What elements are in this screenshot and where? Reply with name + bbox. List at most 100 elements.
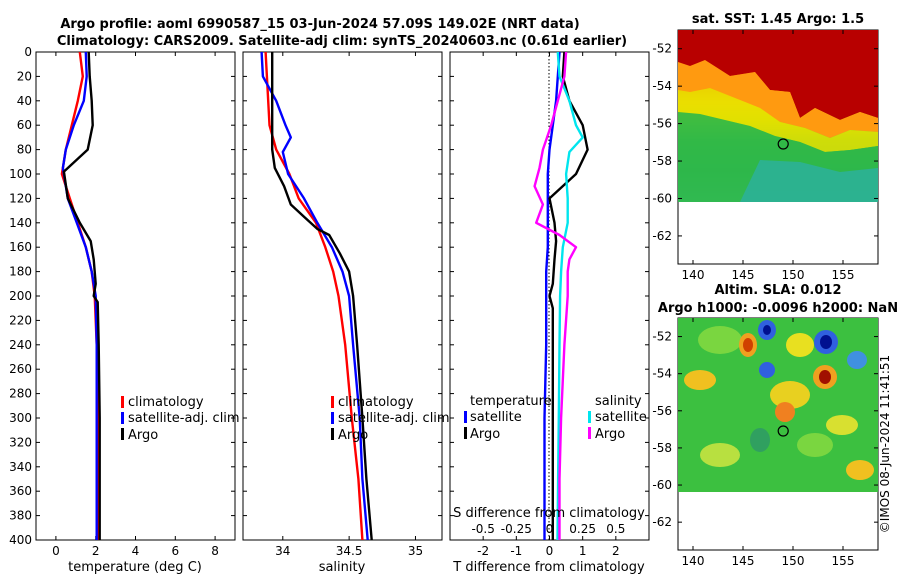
lat-tick-label: -60 [652,191,672,205]
lat-tick-label: -62 [652,229,672,243]
difference-xlabel: T difference from climatology [452,560,645,575]
difference-panel: -2 -1 0 1 2 -0.5 -0.25 0 0.25 0.5 T difference f… [449,51,650,575]
legend-label-satellite: satellite-adj. clim [338,411,450,426]
sla-anomaly [759,362,775,378]
lat-tick-label: -54 [652,79,672,93]
series-line-temperature-argo [548,52,589,540]
legend-label-climatology: climatology [338,395,414,410]
sst-argo-position-marker [777,138,789,150]
temperature-lines [60,52,101,540]
x-tick-label: 0 [546,544,554,558]
x-tick-label: 8 [211,544,219,558]
sst-map-title: sat. SST: 1.45 Argo: 1.5 [692,12,864,27]
series-line-satellite-adj-clim [260,52,369,540]
legend-swatch-satellite [121,412,124,424]
lat-tick-label: -52 [652,330,672,344]
depth-tick-label: 180 [9,265,32,279]
sla-map-subtitle: Argo h1000: -0.0096 h2000: NaN [658,301,898,316]
sla-map-title: Altim. SLA: 0.012 [715,283,842,298]
depth-tick-label: 160 [9,240,32,254]
x-tick-label: 4 [132,544,140,558]
sla-map-axes: -52 -54 -56 -58 -60 -62 140 145 150 155 [652,318,878,568]
depth-tick-label: 300 [9,411,32,425]
s-tick-label: -0.25 [501,522,532,536]
lat-tick-label: -52 [652,42,672,56]
temperature-panel: 0204060801001201401601802002202402602803… [9,45,240,575]
sst-orange-band [678,60,878,138]
difference-depth-ticks [450,51,649,541]
sla-anomaly [750,428,770,452]
salinity-axes-frame [242,51,443,541]
x-tick-label: 34 [275,544,290,558]
x-tick-label: 2 [92,544,100,558]
legend-label-sal-argo: Argo [595,427,625,442]
lat-tick-label: -58 [652,441,672,455]
imos-credit: ©IMOS 08-Jun-2024 11:41:51 [878,355,892,533]
sla-anomaly [775,402,795,422]
legend-label-temp-argo: Argo [470,427,500,442]
sla-anomaly [819,370,831,384]
legend-swatch-climatology [331,396,334,408]
sst-teal-region [740,160,878,202]
salinity-xlabel: salinity [319,560,366,575]
temperature-x-axis: 0 2 4 6 8 [52,52,219,558]
salinity-depth-ticks [243,51,442,541]
x-tick-label: 35 [408,544,423,558]
s-tick-label: -0.5 [471,522,494,536]
sst-map-axes: -52 -54 -56 -58 -60 -62 140 145 150 155 [652,30,878,282]
lon-tick-label: 155 [832,554,855,568]
temperature-xlabel: temperature (deg C) [68,560,202,575]
sla-map-panel: Altim. SLA: 0.012 Argo h1000: -0.0096 h2… [652,283,898,568]
x-tick-label: -1 [510,544,522,558]
lon-tick-label: 145 [732,554,755,568]
temperature-axes-frame [35,51,236,541]
x-tick-label: 0 [52,544,60,558]
legend-label-temp-satellite: satellite [470,410,522,425]
x-tick-label: 34.5 [336,544,363,558]
difference-x-axis: -2 -1 0 1 2 [477,52,620,558]
sst-warm-region [678,30,878,120]
series-line-salinity-argo [533,52,578,540]
sla-argo-position-marker [777,425,789,437]
s-tick-label: 0.25 [569,522,596,536]
legend-swatch-temp-argo [464,427,467,439]
depth-tick-label: 140 [9,216,32,230]
sla-heatmap [678,318,878,492]
legend-label-climatology: climatology [128,395,204,410]
legend-swatch-temp-satellite [464,411,467,423]
depth-tick-label: 400 [9,533,32,547]
depth-tick-label: 380 [9,509,32,523]
legend-label-argo: Argo [338,428,368,443]
series-line-argo [62,52,101,540]
depth-tick-label: 20 [17,69,32,83]
legend-label-argo: Argo [128,428,158,443]
depth-tick-label: 360 [9,484,32,498]
depth-tick-label: 60 [17,118,32,132]
x-tick-label: 6 [171,544,179,558]
lon-tick-label: 140 [682,268,705,282]
difference-lines [533,52,589,540]
sla-anomaly [786,333,814,357]
salinity-x-axis: 34 34.5 35 [275,52,423,558]
lat-tick-label: -56 [652,404,672,418]
depth-tick-label: 280 [9,387,32,401]
lon-tick-label: 140 [682,554,705,568]
sla-anomaly [698,326,742,354]
figure-title-line2: Climatology: CARS2009. Satellite-adj cli… [57,34,627,49]
s-difference-label: S difference from climatology [453,506,645,521]
legend-title-salinity: salinity [595,394,642,409]
lon-tick-label: 150 [782,554,805,568]
x-tick-label: 1 [579,544,587,558]
depth-tick-label: 80 [17,143,32,157]
sst-yellow-band [678,88,878,152]
series-line-satellite-adj-clim [61,52,98,540]
depth-tick-label: 340 [9,460,32,474]
legend-swatch-argo [331,428,334,440]
sla-anomaly [684,370,716,390]
legend-title-temperature: temperature [470,394,552,409]
lat-tick-label: -62 [652,515,672,529]
legend-swatch-climatology [121,396,124,408]
lat-tick-label: -58 [652,154,672,168]
sst-map-panel: sat. SST: 1.45 Argo: 1.5 -52 -54 -56 -58 -60… [652,12,879,282]
